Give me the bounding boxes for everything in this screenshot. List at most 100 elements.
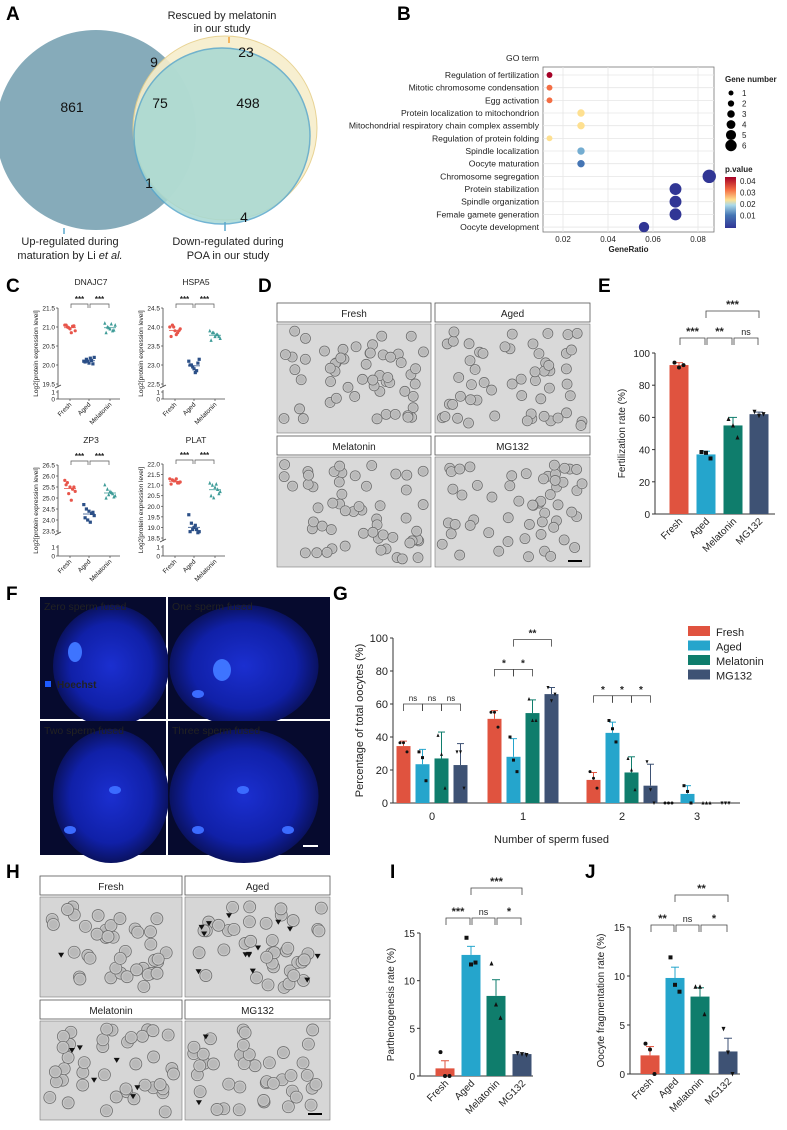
y-tick-label: 23.5	[147, 344, 160, 351]
bar-aged	[461, 954, 481, 1076]
micrograph-aged: Aged	[434, 302, 591, 434]
data-point	[531, 718, 534, 722]
oocyte-cytoplasm	[494, 547, 503, 555]
oocyte-cytoplasm	[148, 1026, 158, 1036]
oocyte-cytoplasm	[309, 518, 318, 526]
go-term-label: Regulation of fertilization	[445, 70, 539, 80]
bar-aged	[696, 454, 716, 514]
oocyte-cytoplasm	[69, 947, 79, 957]
oocyte-cytoplasm	[286, 1071, 296, 1081]
data-point	[626, 756, 630, 760]
plot-title: PLAT	[186, 435, 207, 445]
oocyte-cytoplasm	[201, 971, 211, 981]
oocyte-cytoplasm	[78, 1080, 88, 1090]
oocyte-cytoplasm	[527, 410, 535, 418]
data-point	[209, 338, 213, 342]
oocyte-cytoplasm	[447, 467, 456, 476]
data-point	[708, 456, 713, 461]
data-point	[84, 507, 88, 511]
bar-aged	[665, 977, 685, 1074]
oocyte-cytoplasm	[259, 1095, 269, 1105]
arrowhead-icon	[314, 953, 321, 959]
significance-bracket	[513, 668, 533, 677]
oocyte-cytoplasm	[366, 349, 375, 357]
expression-plot-zp3: ZP3 26.5 26.0 25.5 25.0 24.5 24.0 23.5 1 0 Log2[pr…	[33, 435, 120, 583]
size-legend-dot	[727, 100, 735, 107]
arrowhead-icon	[304, 977, 311, 983]
oocyte-cytoplasm	[401, 387, 409, 396]
data-point	[168, 477, 172, 481]
data-point	[726, 416, 731, 422]
data-point	[187, 513, 191, 517]
y-tick-label: 24.0	[147, 325, 160, 332]
oocyte-cytoplasm	[560, 536, 568, 544]
data-point	[191, 527, 195, 532]
oocyte-cytoplasm	[198, 1049, 208, 1059]
arrowhead-icon	[242, 952, 249, 958]
significance-bracket	[194, 459, 215, 464]
significance-label: ***	[686, 326, 700, 338]
go-dot	[546, 97, 553, 104]
y-tick-label: 19.0	[147, 525, 160, 532]
oocyte-cytoplasm	[351, 471, 359, 480]
y-tick-label: 22.0	[147, 462, 160, 469]
significance-bracket	[89, 303, 110, 308]
bar-aged	[680, 793, 695, 803]
data-point	[473, 960, 478, 965]
oocyte-cytoplasm	[377, 546, 385, 554]
oocyte-cytoplasm	[126, 1032, 136, 1042]
data-point	[515, 770, 519, 774]
data-point	[83, 516, 87, 520]
bar-fresh	[487, 718, 502, 803]
data-point	[652, 801, 656, 805]
oocyte-cytoplasm	[327, 525, 336, 534]
significance-label: ***	[75, 295, 85, 304]
y-tick-label: 25.0	[42, 496, 55, 503]
y-tick-label: 21.0	[147, 483, 160, 490]
data-point	[455, 750, 459, 754]
significance-bracket	[70, 460, 89, 465]
y-tick-label: 15	[404, 929, 416, 940]
oocyte-cytoplasm	[304, 471, 313, 479]
data-point	[682, 784, 686, 788]
oocyte-cytoplasm	[506, 482, 514, 490]
oocyte-cytoplasm	[466, 395, 475, 404]
y-tick-label: 5	[619, 1021, 625, 1032]
oocyte-cytoplasm	[411, 364, 420, 373]
significance-label: ***	[95, 452, 105, 461]
oocyte-cytoplasm	[338, 490, 346, 498]
significance-label: ***	[180, 295, 190, 304]
oocyte-cytoplasm	[80, 921, 90, 931]
x-tick-label: 0.02	[555, 235, 571, 244]
size-legend-dot	[726, 120, 736, 129]
oocyte-cytoplasm	[277, 1075, 287, 1085]
oocyte-cytoplasm	[504, 513, 512, 522]
oocyte-cytoplasm	[301, 549, 310, 557]
oocyte-cytoplasm	[239, 1059, 249, 1069]
arrowhead-icon	[195, 1100, 202, 1106]
size-legend-dot	[725, 129, 737, 141]
y-tick-label: 20	[376, 765, 388, 777]
x-tick-label: 1	[520, 811, 526, 823]
arrowhead-icon	[130, 1094, 137, 1100]
data-point	[189, 521, 193, 525]
go-term-label: Chromosome segregation	[440, 171, 539, 181]
oocyte-cytoplasm	[531, 368, 539, 376]
sperm-nucleus	[192, 690, 204, 698]
data-point	[459, 750, 462, 754]
oocyte-cytoplasm	[550, 461, 559, 469]
oocyte-cytoplasm	[403, 471, 411, 479]
size-legend-label: 6	[742, 142, 747, 151]
go-dot	[546, 135, 553, 142]
data-point	[187, 359, 191, 363]
data-point	[195, 369, 199, 373]
y-tick-label: 26.0	[42, 474, 55, 481]
data-point	[169, 334, 173, 339]
oocyte-cytoplasm	[508, 380, 516, 388]
oocyte-cytoplasm	[578, 479, 586, 488]
data-point	[73, 329, 77, 333]
fusion-image-2: One sperm fused	[168, 597, 330, 727]
significance-bracket	[733, 337, 759, 345]
x-tick-label: 2	[619, 811, 625, 823]
